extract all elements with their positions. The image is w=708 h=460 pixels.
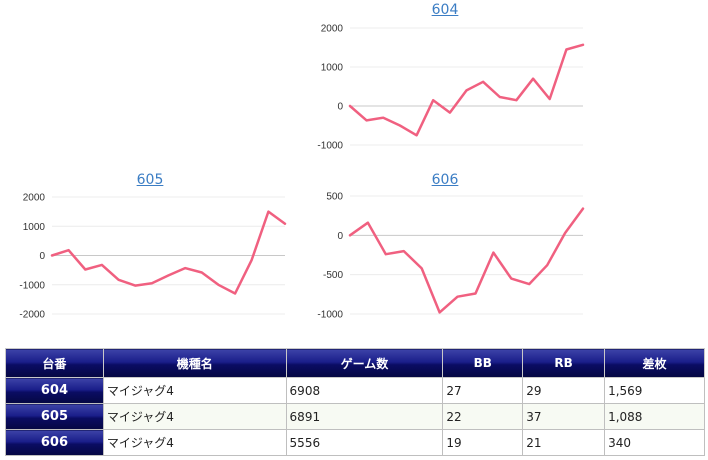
- y-tick-label: 1000: [321, 63, 344, 74]
- chart-title-link[interactable]: 606: [431, 172, 459, 188]
- machine-name: マイジャグ4: [102, 377, 287, 404]
- y-tick-label: -500: [323, 270, 343, 281]
- machine-number: 604: [5, 377, 104, 404]
- difference: 340: [604, 429, 705, 456]
- rb-count: 37: [522, 403, 606, 430]
- y-tick-label: -2000: [19, 310, 45, 321]
- machine-number: 605: [5, 403, 104, 430]
- game-count: 6891: [285, 403, 444, 430]
- header-difference: 差枚: [604, 348, 705, 378]
- table-header-row: 台番 機種名 ゲーム数 BB RB 差枚: [5, 348, 705, 378]
- chart-604: 604 2000 1000 0 -1000: [300, 2, 590, 152]
- y-tick-label: 0: [337, 231, 343, 242]
- game-count: 6908: [285, 377, 444, 404]
- table-row: 604 マイジャグ4 6908 27 29 1,569: [5, 377, 705, 404]
- machine-name: マイジャグ4: [102, 429, 287, 456]
- difference: 1,569: [604, 377, 705, 404]
- series-line: [50, 210, 287, 295]
- table-row: 606 マイジャグ4 5556 19 21 340: [5, 429, 705, 456]
- table-row: 605 マイジャグ4 6891 22 37 1,088: [5, 403, 705, 430]
- header-rb: RB: [522, 348, 606, 378]
- y-tick-label: 0: [39, 251, 45, 262]
- series-line: [348, 207, 585, 314]
- bb-count: 19: [442, 429, 524, 456]
- y-tick-label: -1000: [317, 310, 343, 321]
- series-line: [348, 43, 585, 137]
- chart-title-link[interactable]: 604: [431, 2, 459, 18]
- line-chart-604: 2000 1000 0 -1000: [317, 24, 585, 152]
- chart-606: 606 500 0 -500 -1000: [300, 172, 590, 322]
- line-chart-605: 2000 1000 0 -1000 -2000: [19, 193, 287, 321]
- y-tick-label: -1000: [19, 280, 45, 291]
- y-tick-label: 2000: [321, 24, 344, 35]
- game-count: 5556: [285, 429, 444, 456]
- bb-count: 27: [442, 377, 524, 404]
- rb-count: 29: [522, 377, 606, 404]
- machine-name: マイジャグ4: [102, 403, 287, 430]
- chart-title-link[interactable]: 605: [136, 172, 164, 188]
- y-tick-label: 1000: [23, 222, 46, 233]
- line-chart-606: 500 0 -500 -1000: [317, 192, 585, 321]
- y-tick-label: -1000: [317, 141, 343, 152]
- bb-count: 22: [442, 403, 524, 430]
- y-tick-label: 2000: [23, 193, 46, 204]
- header-game-count: ゲーム数: [285, 348, 444, 378]
- header-machine-name: 機種名: [102, 348, 287, 378]
- machine-number: 606: [5, 429, 104, 456]
- rb-count: 21: [522, 429, 606, 456]
- machine-table: 台番 機種名 ゲーム数 BB RB 差枚 604 マイジャグ4 6908 27 …: [5, 348, 705, 456]
- header-machine-number: 台番: [5, 348, 104, 378]
- chart-605: 605 2000 1000 0 -1000 -2000: [5, 172, 295, 322]
- difference: 1,088: [604, 403, 705, 430]
- y-tick-label: 500: [326, 192, 343, 203]
- y-tick-label: 0: [337, 102, 343, 113]
- header-bb: BB: [442, 348, 524, 378]
